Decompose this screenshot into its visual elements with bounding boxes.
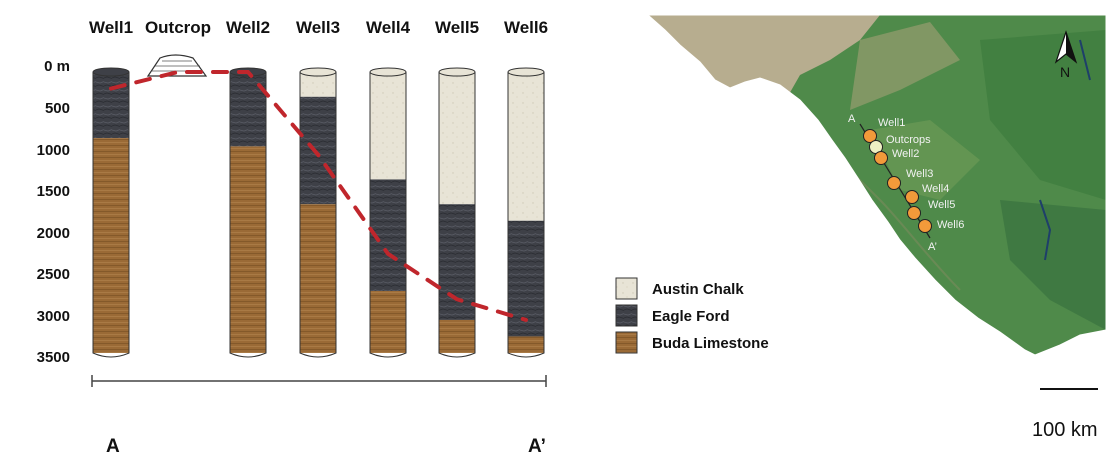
depth-tick-label: 1000 [37,142,70,159]
map-line-end: A’ [928,241,937,253]
well-outline [299,72,337,358]
depth-tick-label: 3000 [37,308,70,325]
well-columns [92,67,545,358]
well-outline [369,72,407,358]
legend: Austin Chalk Eagle Ford Buda Limestone [615,277,769,354]
well-column-well6 [507,67,545,358]
layer-eagle-ford [93,72,129,139]
layer-buda [93,138,129,353]
section-end-a-prime: A’ [528,436,546,456]
well-outline [229,72,267,358]
column-header-outcrop: Outcrop [145,18,211,37]
depth-tick-label: 0 m [44,58,70,75]
well-outline [438,72,476,358]
well-column-well4 [369,67,407,358]
map-well-label: Well2 [892,148,919,160]
legend-swatch-eagle-ford [615,304,638,327]
layer-buda [508,336,544,353]
map-wells: Well1 Outcrops Well2 Well3 Well4 Well5 Well6 [863,117,964,233]
layer-buda [230,146,266,353]
layer-buda [300,204,336,353]
layer-austin-chalk [508,72,544,221]
well-column-well5 [438,67,476,358]
well-column-well2 [229,67,267,358]
depth-tick-label: 2000 [37,225,70,242]
north-arrow: N [1054,30,1078,80]
depth-tick-label: 500 [45,100,70,117]
map-line-start: A [848,113,856,125]
map-well-marker [905,190,919,204]
map-well-marker [874,151,888,165]
map-well-label: Well6 [937,219,964,231]
layer-eagle-ford [300,96,336,205]
scale-label: 100 km [1032,419,1098,441]
well-top-cap [507,67,545,77]
north-label: N [1060,64,1070,80]
layer-eagle-ford [230,72,266,147]
layer-austin-chalk [370,72,406,180]
map-well-marker [907,206,921,220]
correlation-line [109,70,528,322]
legend-swatch-buda [615,331,638,354]
depth-tick-label: 1500 [37,183,70,200]
section-line [91,375,547,387]
column-header-well1: Well1 [89,18,133,37]
depth-tick-label: 2500 [37,266,70,283]
well-outline [507,72,545,358]
map-well-label: Outcrops [886,134,931,146]
layer-eagle-ford [439,204,475,320]
legend-swatch-austin-chalk [615,277,638,300]
map-well-marker [887,176,901,190]
legend-label-austin-chalk: Austin Chalk [652,281,744,298]
well-top-cap [438,67,476,77]
column-header-well2: Well2 [226,18,270,37]
map-well-marker [918,219,932,233]
column-header-well6: Well6 [504,18,548,37]
column-headers: Well1 Outcrop Well2 Well3 Well4 Well5 Well6 [89,18,548,37]
well-top-cap [299,67,337,77]
depth-tick-label: 3500 [37,349,70,366]
layer-buda [370,291,406,353]
legend-label-buda: Buda Limestone [652,335,769,352]
legend-label-eagle-ford: Eagle Ford [652,308,730,325]
well-top-cap [92,67,130,77]
well-column-well1 [92,67,130,358]
well-column-well3 [299,67,337,358]
map-well-label: Well1 [878,117,905,129]
column-header-well3: Well3 [296,18,340,37]
map-well-label: Well4 [922,183,949,195]
layer-buda [439,319,475,353]
column-header-well5: Well5 [435,18,479,37]
well-outline [92,72,130,358]
layer-austin-chalk [439,72,475,205]
section-end-a: A [106,436,120,456]
map-well-label: Well3 [906,168,933,180]
map-well-marker [863,129,877,143]
map-well-label: Well5 [928,199,955,211]
column-header-well4: Well4 [366,18,411,37]
well-top-cap [369,67,407,77]
layer-eagle-ford [508,220,544,337]
depth-axis: 0 m 500 1000 1500 2000 2500 3000 3500 [37,58,70,366]
